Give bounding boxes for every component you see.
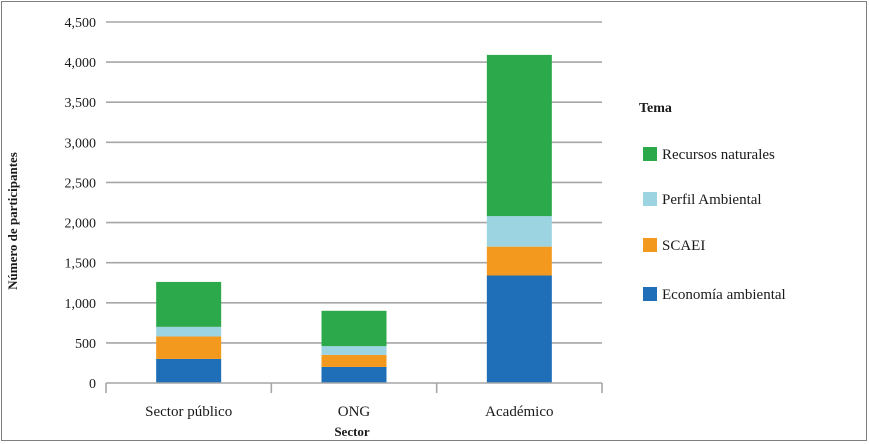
legend-swatch	[643, 238, 657, 252]
legend-label: SCAEI	[662, 238, 705, 254]
bar-segment	[486, 246, 552, 276]
legend-swatch	[643, 192, 657, 206]
legend-swatch	[643, 147, 657, 161]
x-axis-title: Sector	[334, 424, 370, 439]
y-tick-label: 500	[75, 337, 96, 352]
x-tick-label: ONG	[338, 404, 371, 420]
y-tick-label: 4,500	[65, 16, 97, 31]
bar-segment	[486, 275, 552, 383]
bar-segment	[321, 354, 387, 367]
bar-segment	[486, 54, 552, 217]
y-tick-label: 4,000	[65, 56, 97, 71]
y-tick-label: 2,000	[65, 217, 97, 232]
y-tick-label: 1,000	[65, 297, 97, 312]
bar-segment	[156, 281, 222, 327]
legend-label: Recursos naturales	[662, 147, 775, 163]
bar-segment	[156, 326, 222, 337]
bar-segment	[486, 216, 552, 247]
x-tick-label: Sector público	[145, 404, 232, 420]
y-tick-label: 3,000	[65, 136, 97, 151]
y-tick-label: 2,500	[65, 176, 97, 191]
y-tick-label: 1,500	[65, 257, 97, 272]
x-tick-label: Académico	[485, 404, 553, 420]
axes: 0 500 1,000 1,500 2,000 2,500 3,000 3,500 4,000 4…	[65, 16, 603, 420]
legend-swatch	[643, 287, 657, 301]
legend-label: Perfil Ambiental	[662, 192, 762, 208]
legend: Tema Recursos naturales Perfil Ambiental S…	[639, 101, 786, 303]
y-tick-label: 3,500	[65, 96, 97, 111]
bars	[156, 54, 552, 383]
bar-segment	[321, 346, 387, 355]
bar-segment	[156, 336, 222, 359]
y-axis-title: Número de participantes	[5, 152, 20, 290]
legend-label: Economía ambiental	[662, 287, 786, 303]
legend-title: Tema	[639, 101, 672, 116]
bar-segment	[321, 366, 387, 383]
y-tick-label: 0	[89, 377, 96, 392]
bar-segment	[156, 358, 222, 383]
bar-segment	[321, 310, 387, 347]
